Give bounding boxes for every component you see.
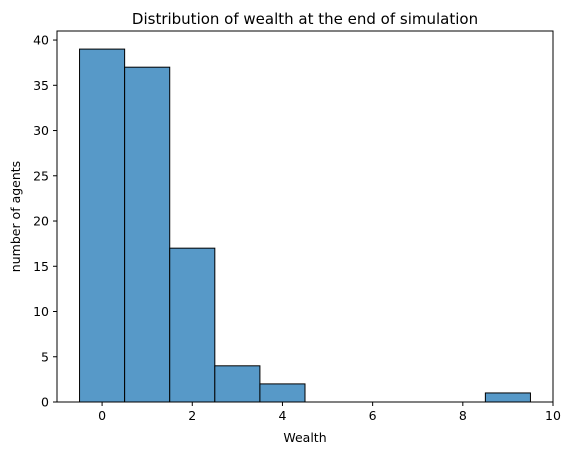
y-tick-label: 25 (33, 168, 49, 183)
y-axis-label: number of agents (8, 161, 23, 272)
histogram-bar (124, 66, 171, 403)
histogram-bar (169, 247, 216, 403)
x-ticks-group: 0 2 4 6 8 10 (98, 402, 561, 423)
x-tick-label: 4 (278, 408, 286, 423)
histogram-bar (484, 392, 531, 403)
y-tick-label: 40 (33, 33, 49, 48)
y-tick-label: 5 (41, 349, 49, 364)
y-tick-label: 0 (41, 395, 49, 410)
y-tick-label: 20 (33, 214, 49, 229)
y-tick-label: 35 (33, 78, 49, 93)
y-tick-label: 30 (33, 123, 49, 138)
plot-frame (56, 30, 554, 403)
histogram-bar (79, 48, 126, 403)
y-tick-label: 10 (33, 304, 49, 319)
y-ticks-group: 0 5 10 15 20 25 30 35 40 (33, 33, 57, 410)
bars-group (79, 48, 531, 403)
x-tick-label: 2 (188, 408, 196, 423)
histogram-bar (259, 383, 306, 403)
x-tick-label: 8 (459, 408, 467, 423)
x-tick-label: 10 (545, 408, 561, 423)
x-axis-label: Wealth (283, 430, 326, 445)
y-tick-label: 15 (33, 259, 49, 274)
histogram-bar (214, 365, 261, 403)
x-tick-label: 0 (98, 408, 106, 423)
x-tick-label: 6 (369, 408, 377, 423)
chart-title: Distribution of wealth at the end of sim… (132, 10, 478, 28)
